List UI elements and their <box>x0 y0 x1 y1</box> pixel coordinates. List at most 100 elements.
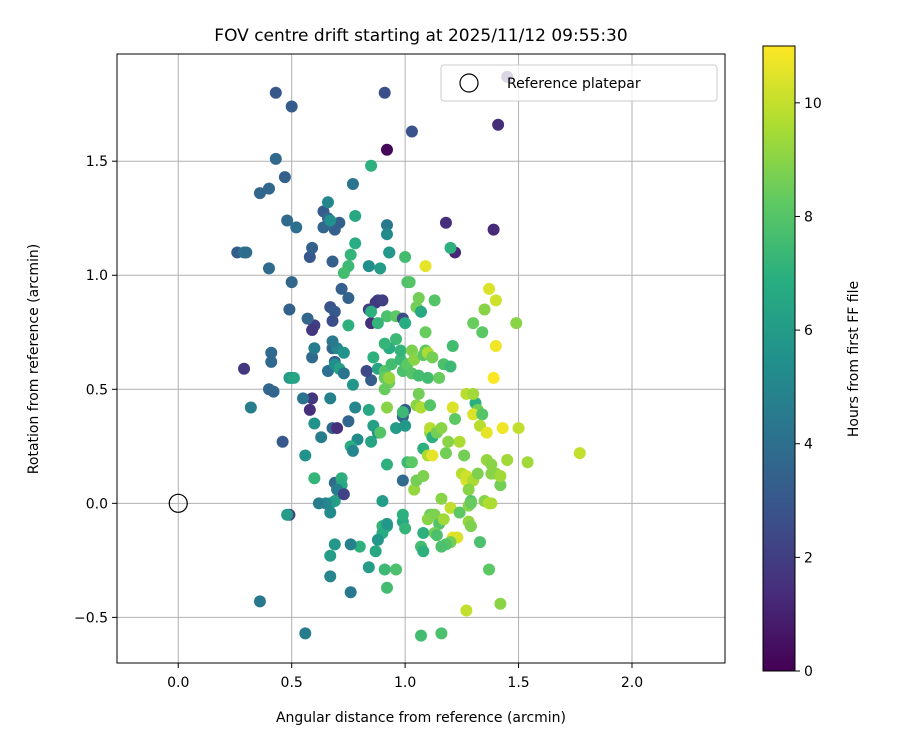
data-point <box>485 497 498 510</box>
data-point <box>269 86 282 99</box>
data-point <box>306 323 319 336</box>
data-point <box>385 358 398 371</box>
data-point <box>510 317 523 330</box>
data-point <box>453 435 466 448</box>
data-point <box>326 314 339 327</box>
data-point <box>362 260 375 273</box>
data-point <box>444 360 457 373</box>
data-point <box>412 369 425 382</box>
x-tick-label: 0.0 <box>167 675 189 691</box>
data-point <box>253 595 266 608</box>
data-point <box>419 326 432 339</box>
colorbar-ticks: 0 2 4 6 8 10 <box>795 96 822 680</box>
data-point <box>365 435 378 448</box>
data-point <box>476 326 489 339</box>
data-point <box>287 371 300 384</box>
reference-platepar-marker <box>168 493 188 513</box>
data-point <box>283 303 296 316</box>
data-point <box>390 333 403 346</box>
data-point <box>308 472 321 485</box>
data-point <box>299 627 312 640</box>
data-point <box>263 182 275 195</box>
data-point <box>439 216 452 229</box>
x-tick-label: 0.5 <box>281 675 303 691</box>
data-point <box>306 241 319 254</box>
data-point <box>380 517 393 530</box>
data-point <box>371 317 384 330</box>
data-point <box>346 178 359 191</box>
data-point <box>344 248 357 261</box>
data-point <box>342 319 355 332</box>
data-point <box>419 260 432 273</box>
data-point <box>449 412 462 425</box>
data-point <box>337 346 350 359</box>
data-point <box>396 508 409 521</box>
data-point <box>326 255 339 268</box>
data-point <box>492 118 505 131</box>
data-point <box>390 422 403 435</box>
data-point <box>371 533 384 546</box>
data-point <box>399 251 412 263</box>
data-point <box>487 371 500 384</box>
x-axis-label: Angular distance from reference (arcmin) <box>276 710 566 726</box>
data-point <box>380 581 393 594</box>
data-point <box>442 435 455 448</box>
data-point <box>349 401 362 414</box>
data-point <box>326 335 339 348</box>
data-point <box>265 355 278 368</box>
data-point <box>467 317 480 330</box>
data-point <box>276 435 289 448</box>
data-point <box>240 246 253 259</box>
data-point <box>405 344 418 357</box>
data-point <box>362 403 375 416</box>
data-point <box>380 219 393 232</box>
data-point <box>380 228 393 241</box>
data-point <box>496 422 509 435</box>
data-point <box>349 237 362 250</box>
data-point <box>378 383 391 396</box>
data-point <box>380 310 393 323</box>
data-point <box>403 276 416 289</box>
data-point <box>424 399 437 412</box>
data-point <box>446 339 459 352</box>
data-point <box>349 209 362 222</box>
data-point <box>378 563 391 576</box>
data-point <box>324 570 337 583</box>
data-point <box>494 597 507 610</box>
data-point <box>483 282 496 295</box>
data-point <box>464 497 477 510</box>
data-point <box>374 426 387 439</box>
data-point <box>399 317 412 330</box>
data-points <box>231 70 586 642</box>
data-point <box>285 100 298 113</box>
x-tick-label: 1.5 <box>507 675 529 691</box>
data-point <box>489 294 502 307</box>
data-point <box>337 367 350 380</box>
colorbar: 0 2 4 6 8 10 Hours from first FF file <box>762 45 862 680</box>
data-point <box>362 561 375 574</box>
data-point <box>303 251 316 263</box>
data-point <box>444 501 457 514</box>
data-point <box>376 495 389 508</box>
data-point <box>412 387 425 400</box>
x-tick-label: 2.0 <box>621 675 643 691</box>
data-point <box>337 266 350 279</box>
colorbar-tick-label: 10 <box>804 96 822 112</box>
data-point <box>312 497 325 510</box>
y-tick-label: 0.0 <box>86 496 108 512</box>
data-point <box>501 454 514 466</box>
data-point <box>346 444 359 457</box>
data-point <box>483 563 496 576</box>
data-point <box>365 305 378 318</box>
data-point <box>426 351 439 364</box>
data-point <box>344 586 357 599</box>
data-point <box>476 408 489 421</box>
data-point <box>306 351 319 364</box>
data-point <box>435 492 448 505</box>
data-point <box>415 305 427 318</box>
y-tick-label: 1.5 <box>86 154 108 170</box>
data-point <box>342 292 355 305</box>
data-point <box>324 214 337 227</box>
data-point <box>460 604 473 617</box>
